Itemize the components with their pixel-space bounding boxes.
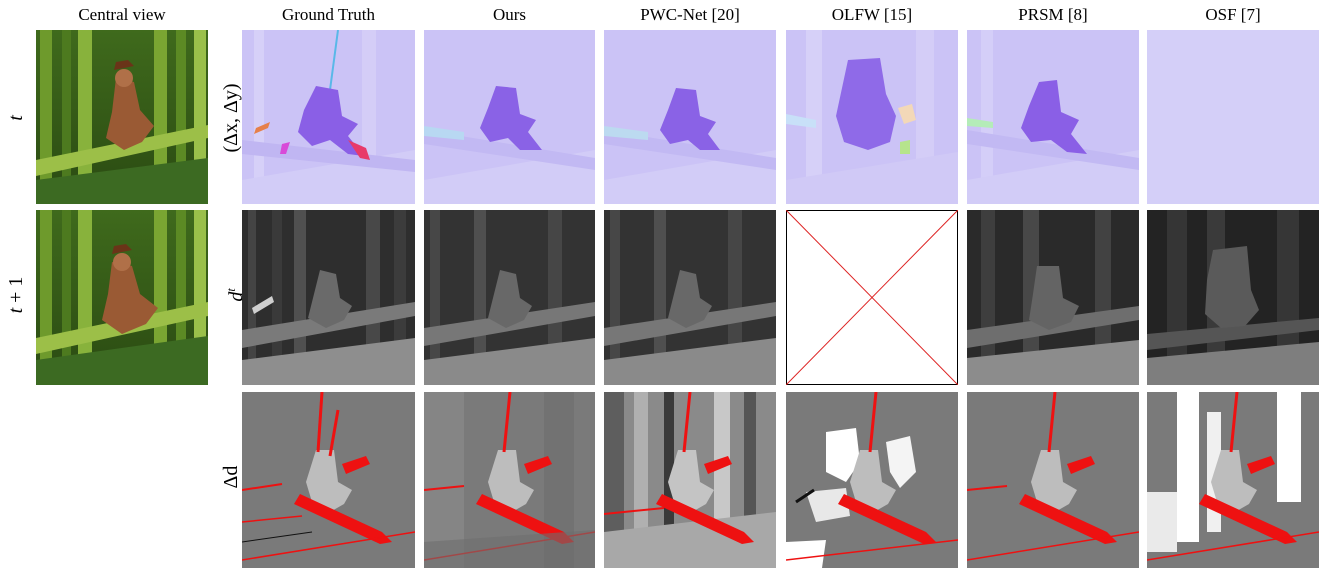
flow-osf [1147, 30, 1319, 204]
disparity-change-osf [1147, 392, 1319, 568]
header-pwc-net: PWC-Net [20] [640, 5, 740, 24]
disparity-olfw-missing [786, 210, 958, 385]
disparity-change-olfw [786, 392, 958, 568]
disparity-change-ours [424, 392, 595, 568]
header-prsm: PRSM [8] [1018, 5, 1088, 24]
central-view-image-t [36, 30, 208, 204]
label-time-t: t [5, 115, 27, 121]
header-olfw: OLFW [15] [831, 5, 913, 24]
disparity-ours [424, 210, 595, 385]
label-disparity: dt [224, 288, 248, 302]
disparity-pwc-net [604, 210, 776, 385]
label-time-t-plus-1: t + 1 [5, 276, 27, 314]
disparity-osf [1147, 210, 1319, 385]
label-disparity-change: Δd [220, 465, 242, 489]
flow-pwc-net [604, 30, 776, 204]
flow-ground-truth [242, 30, 415, 204]
disparity-ground-truth [242, 210, 415, 385]
label-flow: (Δx, Δy) [220, 83, 242, 153]
flow-prsm [967, 30, 1139, 204]
disparity-change-prsm [967, 392, 1139, 568]
disparity-change-pwc-net [604, 392, 776, 568]
disparity-change-ground-truth [242, 392, 415, 568]
central-view-image-t-plus-1 [36, 210, 208, 385]
header-central-view: Central view [78, 5, 166, 24]
flow-ours [424, 30, 595, 204]
header-ours: Ours [492, 5, 527, 24]
header-ground-truth: Ground Truth [281, 5, 376, 24]
header-osf: OSF [7] [1205, 5, 1261, 24]
flow-olfw [786, 30, 958, 204]
disparity-prsm [967, 210, 1139, 385]
